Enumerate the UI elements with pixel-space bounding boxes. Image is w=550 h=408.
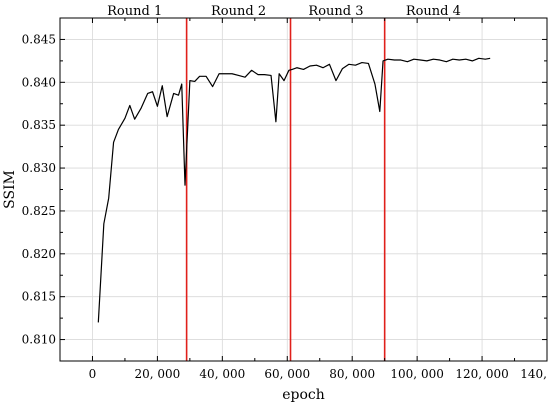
x-tick-label: 100, 000: [390, 367, 443, 381]
y-tick-label: 0.840: [22, 75, 56, 89]
x-tick-label: 140, 000: [520, 367, 550, 381]
round-labels: Round 1 Round 2 Round 3 Round 4: [107, 4, 461, 19]
round-label: Round 3: [308, 4, 363, 19]
x-axis-title: epoch: [282, 387, 325, 403]
x-tick-label: 40, 000: [199, 367, 245, 381]
round-label: Round 1: [107, 4, 162, 19]
x-tick-label: 0: [89, 367, 97, 381]
y-tick-label: 0.810: [22, 333, 56, 347]
round-separators: [185, 18, 386, 361]
tick-labels: 0 20, 000 40, 000 60, 000 80, 000 100, 000 120…: [22, 32, 550, 381]
y-tick-label: 0.845: [22, 32, 56, 46]
round-label: Round 2: [211, 4, 266, 19]
y-tick-label: 0.830: [22, 161, 56, 175]
x-tick-label: 60, 000: [264, 367, 310, 381]
series-layer: [97, 57, 491, 323]
ssim-series-line: [97, 57, 491, 323]
y-tick-label: 0.815: [22, 290, 56, 304]
axis-ticks: [59, 17, 548, 362]
x-tick-label: 20, 000: [134, 367, 180, 381]
x-tick-label: 80, 000: [329, 367, 375, 381]
grid-lines: [60, 18, 548, 361]
y-tick-label: 0.820: [22, 247, 56, 261]
y-tick-label: 0.825: [22, 204, 56, 218]
y-axis-title: SSIM: [2, 170, 18, 209]
round-label: Round 4: [406, 4, 461, 19]
y-tick-label: 0.835: [22, 118, 56, 132]
x-tick-label: 120, 000: [455, 367, 508, 381]
